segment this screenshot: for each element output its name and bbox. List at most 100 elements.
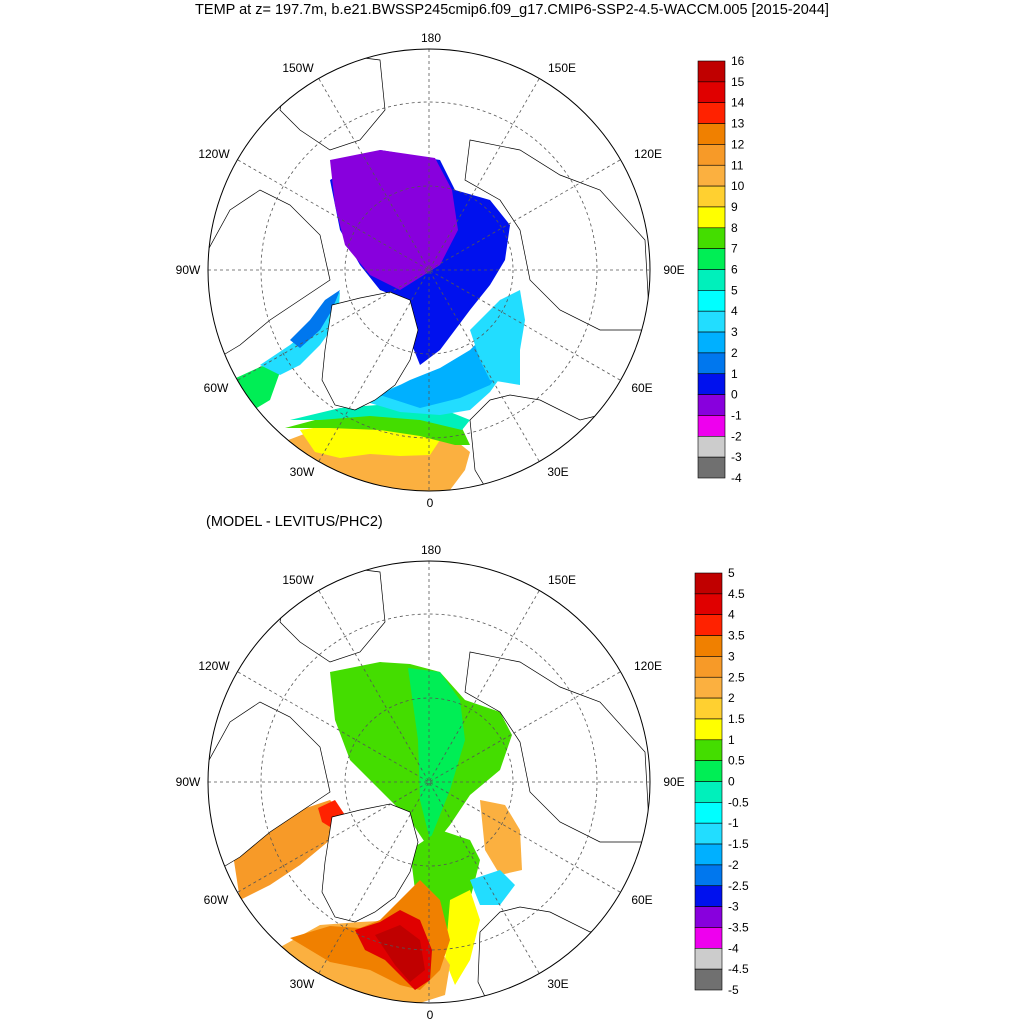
top-colorbar-tick-label: -2 bbox=[731, 429, 742, 443]
top-colorbar-tick-label: 9 bbox=[731, 200, 738, 214]
top-lon-label-120e: 120E bbox=[634, 147, 662, 161]
top-field-labrador-cyan bbox=[260, 292, 340, 375]
bottom-colorbar-tick-label: -2.5 bbox=[728, 879, 749, 893]
top-colorbar-swatch bbox=[697, 81, 726, 103]
top-colorbar-tick-label: 4 bbox=[731, 304, 738, 318]
bottom-lon-label-60w: 60W bbox=[204, 893, 229, 907]
top-lon-label-90w: 90W bbox=[176, 263, 201, 277]
top-lon-label-60w: 60W bbox=[204, 381, 229, 395]
bottom-colorbar-tick-label: -3.5 bbox=[728, 920, 749, 934]
top-field-baffin-blue bbox=[290, 290, 340, 348]
top-colorbar-tick-label: 15 bbox=[731, 75, 745, 89]
bottom-colorbar-tick-label: 2 bbox=[728, 691, 735, 705]
bottom-field-barents-orange bbox=[480, 800, 522, 875]
top-colorbar-swatch bbox=[697, 415, 726, 437]
top-land-siberia bbox=[464, 139, 650, 331]
top-colorbar-swatch bbox=[697, 310, 726, 333]
bottom-lon-label-120e: 120E bbox=[634, 659, 662, 673]
bottom-colorbar-swatch bbox=[694, 781, 723, 803]
bottom-colorbar-tick-label: 1.5 bbox=[728, 712, 745, 726]
top-colorbar-tick-label: 0 bbox=[731, 388, 738, 402]
top-colorbar-tick-label: 2 bbox=[731, 346, 738, 360]
top-colorbar-tick-label: 3 bbox=[731, 325, 738, 339]
bottom-lon-label-90e: 90E bbox=[663, 775, 684, 789]
bottom-colorbar-swatch bbox=[694, 635, 723, 657]
top-colorbar-swatch bbox=[697, 185, 726, 208]
bottom-colorbar-swatch bbox=[694, 947, 723, 970]
bottom-colorbar-tick-label: -0.5 bbox=[728, 795, 749, 809]
bottom-colorbar-swatch bbox=[694, 864, 723, 887]
top-lon-label-150e: 150E bbox=[548, 61, 576, 75]
top-colorbar-swatch bbox=[697, 123, 726, 145]
bottom-colorbar-tick-label: -3 bbox=[728, 900, 739, 914]
bottom-colorbar-swatch bbox=[694, 718, 723, 741]
top-colorbar-swatch bbox=[697, 144, 726, 166]
bottom-colorbar-swatch bbox=[694, 739, 723, 761]
top-colorbar-tick-label: 6 bbox=[731, 263, 738, 277]
bottom-field-nordic-yellow bbox=[445, 890, 480, 985]
bottom-colorbar-tick-label: 0 bbox=[728, 775, 735, 789]
top-colorbar-swatch bbox=[697, 227, 726, 249]
top-colorbar-swatch bbox=[697, 60, 726, 83]
top-lon-label-150w: 150W bbox=[282, 61, 314, 75]
top-lon-label-60e: 60E bbox=[631, 381, 652, 395]
bottom-colorbar-swatch bbox=[694, 593, 723, 615]
bottom-colorbar-swatch bbox=[694, 760, 723, 782]
bottom-colorbar-swatch bbox=[694, 656, 723, 678]
bottom-colorbar-swatch bbox=[694, 822, 723, 845]
bottom-lon-label-90w: 90W bbox=[176, 775, 201, 789]
top-lon-label-180: 180 bbox=[421, 31, 441, 45]
bottom-colorbar-swatch bbox=[694, 906, 723, 928]
bottom-field-arctic-zero bbox=[408, 668, 465, 840]
top-colorbar-swatch bbox=[697, 290, 726, 312]
bottom-colorbar-swatch bbox=[694, 697, 723, 720]
top-field-nordic-blue bbox=[380, 295, 520, 408]
bottom-lon-label-180: 180 bbox=[421, 543, 441, 557]
top-colorbar-swatch bbox=[697, 373, 726, 395]
top-colorbar-swatch bbox=[697, 248, 726, 270]
bottom-colorbar-swatch bbox=[694, 676, 723, 699]
top-colorbar-tick-label: -3 bbox=[731, 450, 742, 464]
bottom-colorbar-swatch bbox=[694, 843, 723, 866]
top-colorbar-swatch bbox=[697, 435, 726, 458]
bottom-lon-label-120w: 120W bbox=[198, 659, 230, 673]
top-colorbar-tick-label: 12 bbox=[731, 137, 745, 151]
top-colorbar-swatch bbox=[697, 394, 726, 416]
top-lon-label-30e: 30E bbox=[547, 465, 568, 479]
top-field-atlantic-green bbox=[285, 414, 470, 445]
top-colorbar-swatch bbox=[697, 102, 726, 124]
bottom-colorbar-tick-label: -2 bbox=[728, 858, 739, 872]
top-colorbar-swatch bbox=[697, 456, 726, 479]
bottom-colorbar-tick-label: 2.5 bbox=[728, 670, 745, 684]
top-lon-label-120w: 120W bbox=[198, 147, 230, 161]
bottom-colorbar-swatch bbox=[694, 885, 723, 907]
top-colorbar-tick-label: 10 bbox=[731, 179, 745, 193]
top-colorbar-tick-label: 13 bbox=[731, 117, 745, 131]
top-colorbar-swatch bbox=[697, 164, 726, 187]
bottom-polar-map: 180 150W 150E 120W 120E 90W 90E 60W 60E … bbox=[176, 543, 685, 1022]
bottom-field-atlantic-dark-red bbox=[375, 925, 425, 982]
top-colorbar-swatch bbox=[697, 206, 726, 229]
bottom-lon-label-30e: 30E bbox=[547, 977, 568, 991]
top-lon-label-30w: 30W bbox=[290, 465, 315, 479]
bottom-colorbar-tick-label: 4.5 bbox=[728, 587, 745, 601]
bottom-colorbar-tick-label: -4.5 bbox=[728, 962, 749, 976]
bottom-colorbar: 5 4.5 4 3.5 3 2.5 2 1.5 1 0.5 0 -0.5 -1 -1.5 -2 -2.5 -3 -… bbox=[694, 566, 749, 997]
bottom-colorbar-tick-label: -4 bbox=[728, 941, 739, 955]
bottom-colorbar-swatch bbox=[694, 968, 723, 991]
bottom-colorbar-swatch bbox=[694, 572, 723, 595]
bottom-field-barents-cyan bbox=[470, 870, 515, 905]
bottom-colorbar-tick-label: 3 bbox=[728, 649, 735, 663]
figure-title: TEMP at z= 197.7m, b.e21.BWSSP245cmip6.f… bbox=[195, 2, 829, 18]
top-colorbar-tick-label: -1 bbox=[731, 408, 742, 422]
bottom-colorbar-tick-label: 1 bbox=[728, 733, 735, 747]
top-colorbar-swatch bbox=[697, 331, 726, 354]
bottom-colorbar-swatch bbox=[694, 614, 723, 636]
bottom-field-labrador-orange bbox=[232, 800, 345, 900]
top-colorbar-tick-label: 8 bbox=[731, 221, 738, 235]
bottom-lon-label-0: 0 bbox=[427, 1008, 434, 1022]
top-field-arctic-purple bbox=[330, 150, 458, 290]
top-colorbar-tick-label: 16 bbox=[731, 54, 745, 68]
